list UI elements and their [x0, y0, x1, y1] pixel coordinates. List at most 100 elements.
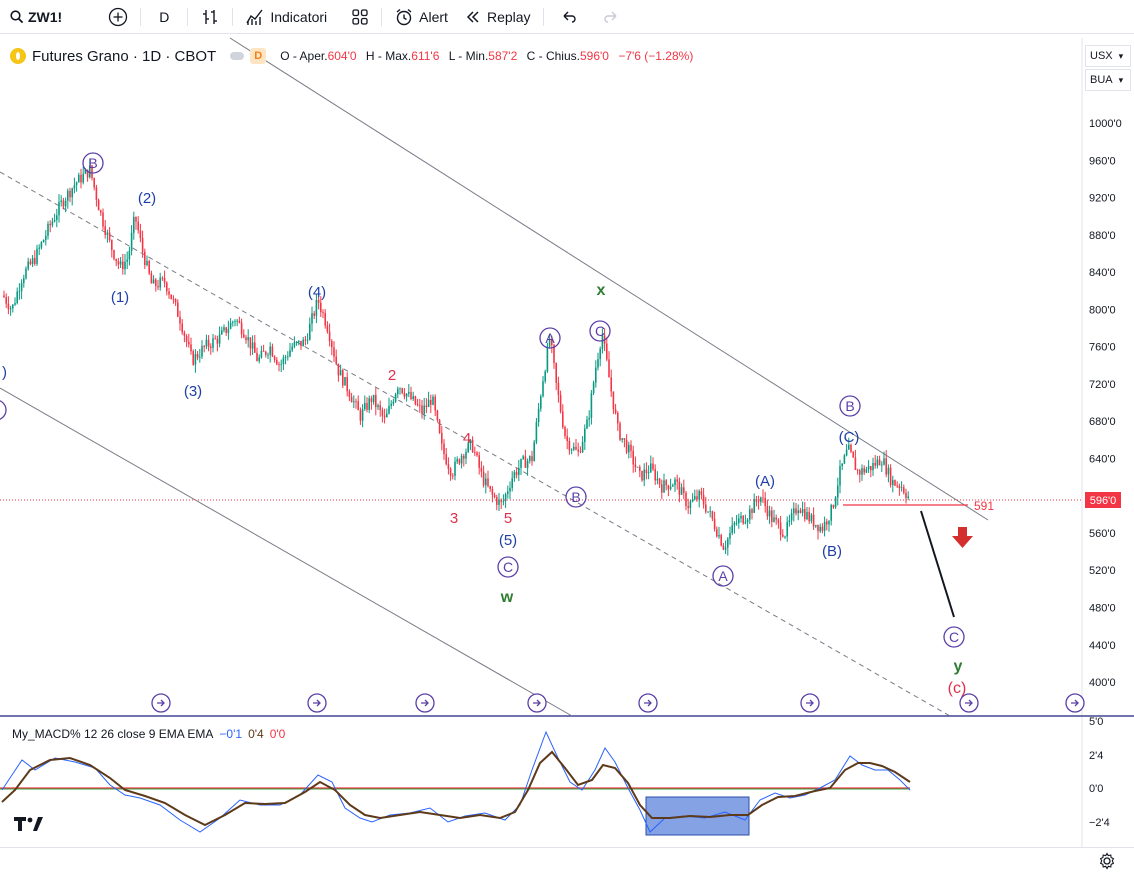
candle-body: [900, 487, 903, 489]
macd-pane[interactable]: [0, 730, 911, 836]
macd-axis[interactable]: 5'0 2'4 0'0 −2'4: [1089, 716, 1110, 829]
candle-body: [821, 526, 824, 531]
redo-icon: [603, 11, 617, 23]
redo-button[interactable]: [590, 0, 632, 34]
replay-button[interactable]: Replay: [456, 0, 539, 34]
visibility-toggle[interactable]: [230, 52, 245, 60]
candle-body: [302, 339, 304, 347]
candle-body: [665, 480, 667, 486]
layouts-button[interactable]: [343, 0, 377, 34]
candle-body: [128, 250, 131, 260]
candle-body: [172, 299, 175, 300]
candle-body: [441, 432, 443, 444]
candle-body: [168, 291, 170, 295]
alarm-clock-icon: [396, 8, 412, 25]
macd-title[interactable]: My_MACD% 12 26 close 9 EMA EMA: [12, 727, 214, 741]
candle-body: [669, 486, 672, 490]
candle-body: [544, 371, 546, 382]
candle-body: [876, 459, 879, 466]
candle-body: [225, 327, 227, 333]
chart-type-button[interactable]: [192, 0, 228, 34]
delay-badge[interactable]: D: [250, 48, 267, 64]
channel-upper-line[interactable]: [229, 37, 989, 521]
indicators-icon: [246, 9, 263, 25]
candle-body: [108, 232, 111, 240]
candle-body: [223, 327, 225, 331]
candle-body: [764, 497, 766, 507]
candle-body: [331, 341, 333, 348]
candle-body: [500, 499, 502, 502]
candle-body: [183, 332, 186, 337]
arrow-right-icon: [965, 699, 973, 707]
candle-body: [676, 479, 678, 482]
tradingview-logo-icon[interactable]: [14, 815, 46, 838]
candle-body: [515, 472, 518, 475]
candle-body: [80, 174, 82, 183]
candle-body: [372, 394, 375, 403]
candle-body: [843, 455, 846, 464]
candle-body: [401, 388, 403, 393]
candle-body: [562, 411, 564, 428]
price-pane[interactable]: [0, 38, 1082, 715]
chart-area[interactable]: 591 B (2) (1) (3) (4) (5) C w x y 2 3 4: [0, 34, 1134, 875]
candle-body: [438, 420, 441, 433]
price-axis[interactable]: 1000'0 960'0 920'0 880'0 840'0 800'0 760'0 720'…: [1089, 118, 1122, 689]
arrow-right-icon: [806, 699, 814, 707]
alert-button[interactable]: Alert: [386, 0, 456, 34]
channel-lower-line[interactable]: [0, 387, 573, 717]
candle-body: [643, 469, 645, 481]
candle-body: [300, 340, 302, 347]
candle-body: [93, 178, 95, 188]
candle-body: [898, 485, 901, 489]
last-price-tag: [1085, 492, 1121, 508]
candle-body: [394, 394, 397, 402]
candle-body: [832, 505, 835, 508]
candle-body: [287, 356, 289, 358]
candle-body: [75, 182, 78, 185]
candle-body: [641, 470, 643, 481]
candle-body: [738, 518, 740, 523]
candle-body: [148, 261, 150, 274]
candle-body: [432, 396, 434, 405]
candle-body: [711, 511, 714, 519]
candle-body: [218, 334, 221, 344]
undo-button[interactable]: [548, 0, 590, 34]
wave-label-A-paren: (A): [755, 473, 775, 490]
candle-body: [856, 469, 859, 471]
gear-icon[interactable]: [1098, 852, 1116, 870]
macd-line: [1, 730, 911, 833]
candle-body: [20, 282, 23, 292]
price-tick-label: 800'0: [1089, 304, 1116, 316]
candle-body: [357, 401, 359, 411]
price-tick-label: 680'0: [1089, 416, 1116, 428]
candle-body: [388, 405, 390, 414]
alert-label: Alert: [419, 8, 448, 25]
candle-body: [276, 359, 278, 365]
candle-body: [762, 497, 764, 499]
candle-body: [311, 313, 313, 324]
symbol-search-button[interactable]: ZW1!: [0, 0, 70, 34]
candle-body: [381, 409, 384, 416]
currency-select[interactable]: USX ▾: [1085, 45, 1131, 67]
wave-labels: B (2) (1) (3) (4) (5) C w x y 2 3 4 5 A …: [0, 152, 966, 697]
candle-body: [326, 325, 329, 332]
indicators-button[interactable]: Indicatori: [237, 0, 335, 34]
bars-chart-icon: [203, 9, 218, 24]
candle-body: [705, 504, 707, 512]
candle-body: [810, 514, 813, 522]
symbol-label: ZW1!: [28, 8, 63, 25]
projection-line[interactable]: [920, 510, 955, 618]
candle-body: [53, 219, 56, 222]
candle-body: [410, 392, 412, 400]
candle-body: [67, 190, 69, 201]
interval-button[interactable]: D: [145, 0, 183, 34]
compare-button[interactable]: [100, 0, 136, 34]
candle-body: [557, 382, 560, 395]
candle-body: [60, 200, 62, 202]
candle-body: [247, 337, 249, 341]
channel-median-dashed-line[interactable]: [0, 171, 951, 717]
candle-body: [592, 382, 595, 394]
price-chart[interactable]: 591 B (2) (1) (3) (4) (5) C w x y 2 3 4: [0, 34, 1134, 875]
unit-select[interactable]: BUA ▾: [1085, 69, 1131, 91]
candle-body: [375, 394, 377, 408]
